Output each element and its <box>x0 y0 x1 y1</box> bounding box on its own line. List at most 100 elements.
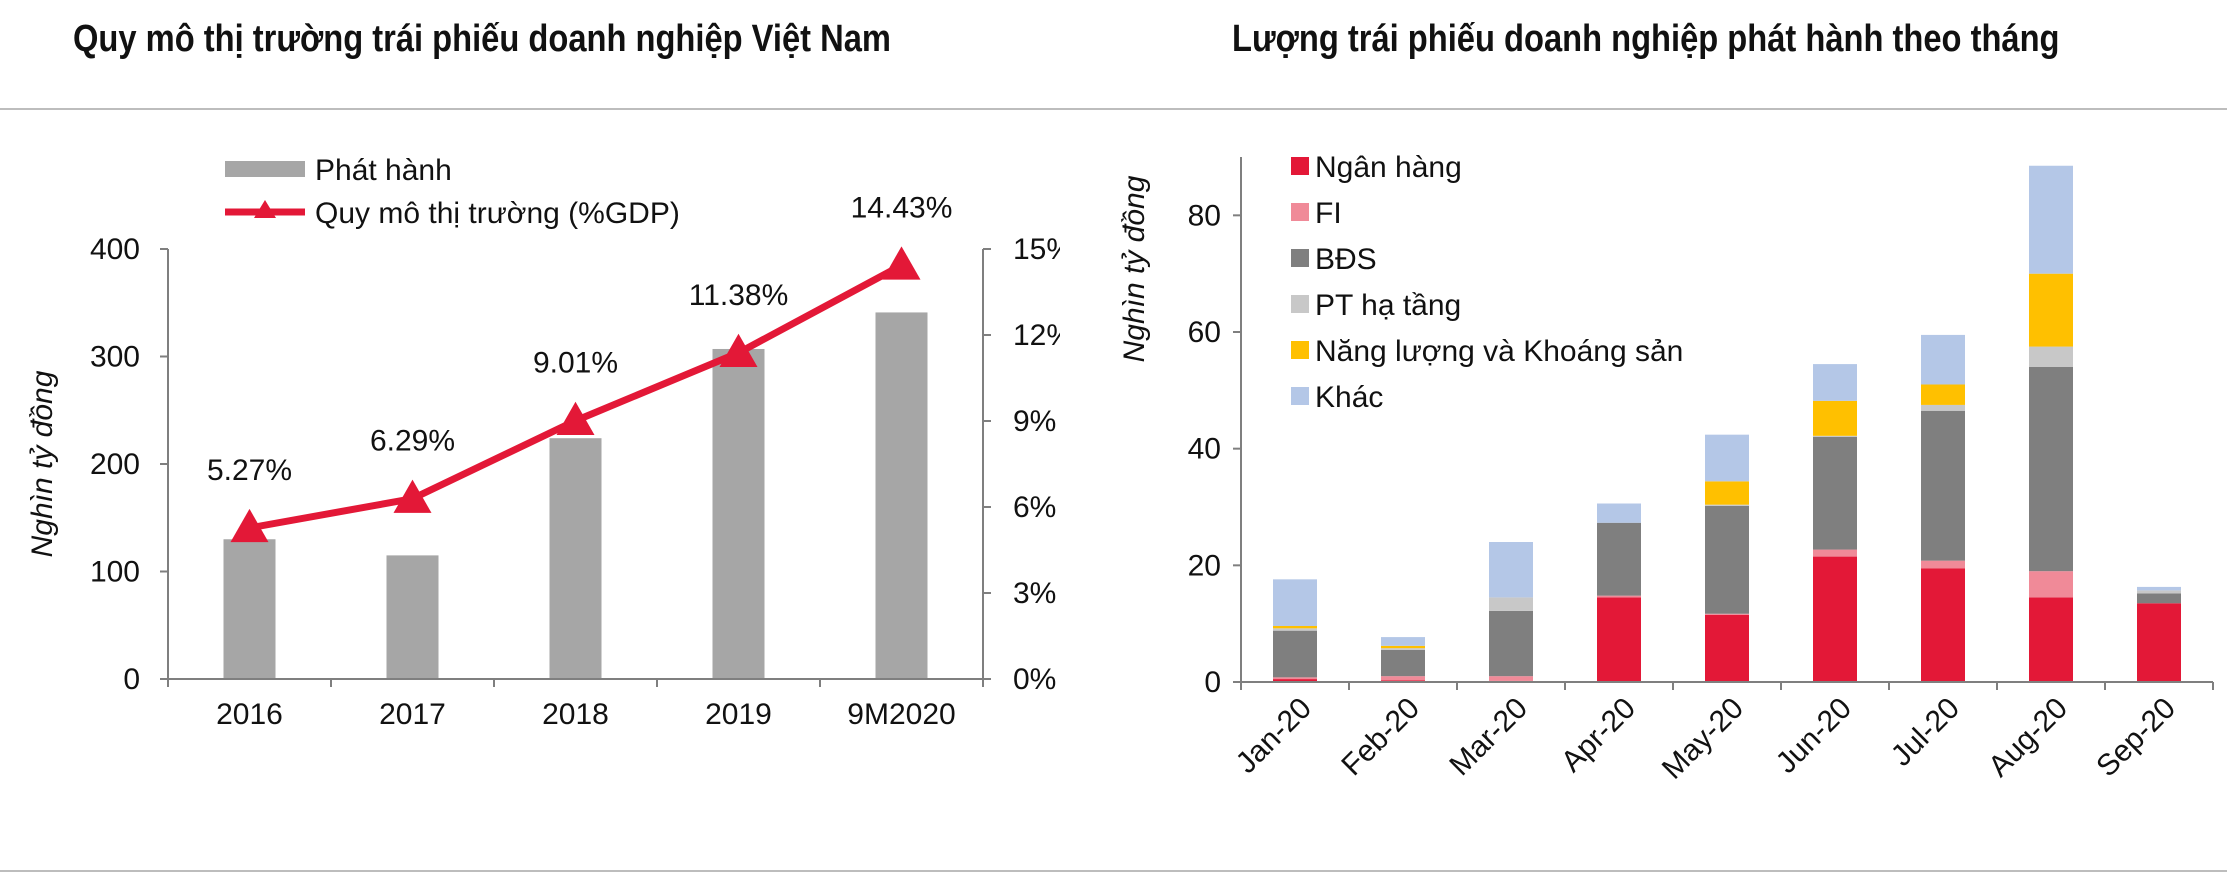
y2-tick-label: 0% <box>1013 663 1056 696</box>
gdp-data-label: 9.01% <box>533 347 618 380</box>
gdp-marker <box>882 246 921 280</box>
stack-segment <box>1273 626 1317 629</box>
stack-segment <box>1705 504 1749 506</box>
x-tick-label: Aug-20 <box>1982 692 2074 784</box>
stack-segment <box>1489 610 1533 677</box>
stack-segment <box>1813 549 1857 557</box>
stack-segment <box>1381 676 1425 681</box>
stack-segment <box>2029 346 2073 367</box>
x-tick-label: 9M2020 <box>847 698 955 731</box>
stack-segment <box>1597 503 1641 523</box>
stack-segment <box>1705 481 1749 505</box>
bar-phat-hanh-2017 <box>386 555 439 679</box>
stack-segment <box>2029 273 2073 347</box>
gdp-marker <box>230 508 269 543</box>
legend-swatch <box>1291 249 1309 267</box>
gdp-marker <box>719 333 758 368</box>
legend-swatch <box>1291 157 1309 175</box>
stack-segment <box>1489 542 1533 598</box>
stack-segment <box>1921 568 1965 682</box>
stack-segment <box>1705 613 1749 615</box>
stack-segment <box>2137 590 2181 594</box>
stack-segment <box>1813 435 1857 437</box>
stack-segment <box>2137 603 2181 682</box>
stack-segment <box>1921 334 1965 385</box>
stack-segment <box>1381 637 1425 646</box>
top-divider <box>0 108 2227 110</box>
legend-swatch-phat-hanh <box>225 161 305 177</box>
y-tick-label: 0 <box>123 663 140 696</box>
legend-label: Khác <box>1315 381 1383 414</box>
legend-label: FI <box>1315 197 1342 230</box>
right-chart-title: Lượng trái phiếu doanh nghiệp phát hành … <box>1232 18 2060 60</box>
left-chart-title: Quy mô thị trường trái phiếu doanh nghiệ… <box>73 18 891 60</box>
stack-segment <box>1597 595 1641 598</box>
panel-mask <box>1060 112 1110 852</box>
gdp-marker <box>393 479 432 513</box>
stack-segment <box>1489 676 1533 681</box>
y-tick-label: 300 <box>90 341 140 374</box>
gdp-marker <box>556 401 595 435</box>
x-tick-label: 2018 <box>542 698 609 731</box>
x-tick-label: Jun-20 <box>1770 692 1858 780</box>
stack-segment <box>2029 367 2073 572</box>
legend-swatch-gdp-marker <box>254 200 276 218</box>
y-tick-label: 200 <box>90 448 140 481</box>
stack-segment <box>2137 593 2181 604</box>
bar-phat-hanh-9M2020 <box>875 312 928 679</box>
x-tick-label: Apr-20 <box>1555 692 1642 779</box>
x-tick-label: Jul-20 <box>1885 692 1966 773</box>
legend-swatch <box>1291 341 1309 359</box>
legend-label: Năng lượng và Khoáng sản <box>1315 335 1683 368</box>
y-tick-label: 60 <box>1188 316 1221 349</box>
stack-segment <box>1273 677 1317 680</box>
bar-phat-hanh-2019 <box>712 348 765 679</box>
stack-segment <box>1273 579 1317 626</box>
stack-segment <box>1921 384 1965 405</box>
stack-segment <box>1813 556 1857 682</box>
stack-segment <box>2029 165 2073 274</box>
stack-segment <box>2029 571 2073 598</box>
stack-segment <box>1813 364 1857 401</box>
legend-label-phat-hanh: Phát hành <box>315 154 452 187</box>
stack-segment <box>1921 404 1965 411</box>
stack-segment <box>1273 679 1317 682</box>
y-axis-title: Nghìn tỷ đồng <box>1118 175 1151 362</box>
y-tick-label: 20 <box>1188 549 1221 582</box>
stack-segment <box>2029 597 2073 682</box>
x-tick-label: Jan-20 <box>1230 692 1318 780</box>
bar-phat-hanh-2018 <box>549 438 602 679</box>
y-tick-label: 40 <box>1188 433 1221 466</box>
x-tick-label: 2019 <box>705 698 772 731</box>
stack-segment <box>1381 649 1425 677</box>
x-tick-label: 2017 <box>379 698 446 731</box>
bar-phat-hanh-2016 <box>223 539 276 679</box>
stack-segment <box>1921 560 1965 569</box>
y-axis-title: Nghìn tỷ đồng <box>26 370 59 557</box>
stack-segment <box>1705 505 1749 614</box>
stack-segment <box>1489 597 1533 611</box>
x-tick-label: 2016 <box>216 698 283 731</box>
right-chart: Jan-20 Feb-20 Mar-20 Apr-20 May-20 Jun-20 Jul-… <box>1118 151 2214 786</box>
stack-segment <box>1597 597 1641 682</box>
x-tick-label: Sep-20 <box>2090 692 2182 784</box>
gdp-data-label: 11.38% <box>689 279 789 312</box>
stack-segment <box>1921 410 1965 561</box>
bottom-divider <box>0 870 2227 872</box>
gdp-data-label: 14.43% <box>851 191 953 224</box>
x-tick-label: Mar-20 <box>1443 692 1534 783</box>
legend-swatch <box>1291 295 1309 313</box>
legend-swatch <box>1291 387 1309 405</box>
gdp-data-label: 6.29% <box>370 425 455 458</box>
stack-segment <box>1273 630 1317 678</box>
legend-label: BĐS <box>1315 243 1377 276</box>
stack-segment <box>1705 434 1749 482</box>
stack-segment <box>1705 614 1749 682</box>
stack-segment <box>1381 645 1425 649</box>
y2-tick-label: 9% <box>1013 405 1056 438</box>
legend-label-gdp: Quy mô thị trường (%GDP) <box>315 197 680 230</box>
x-tick-label: Feb-20 <box>1335 692 1426 783</box>
stack-segment <box>1273 628 1317 631</box>
left-chart: 2016 2017 2018 2019 9M2020 0 100 200 300 400 0% 3% 6… <box>26 112 1110 852</box>
legend-label: PT hạ tầng <box>1315 289 1461 322</box>
